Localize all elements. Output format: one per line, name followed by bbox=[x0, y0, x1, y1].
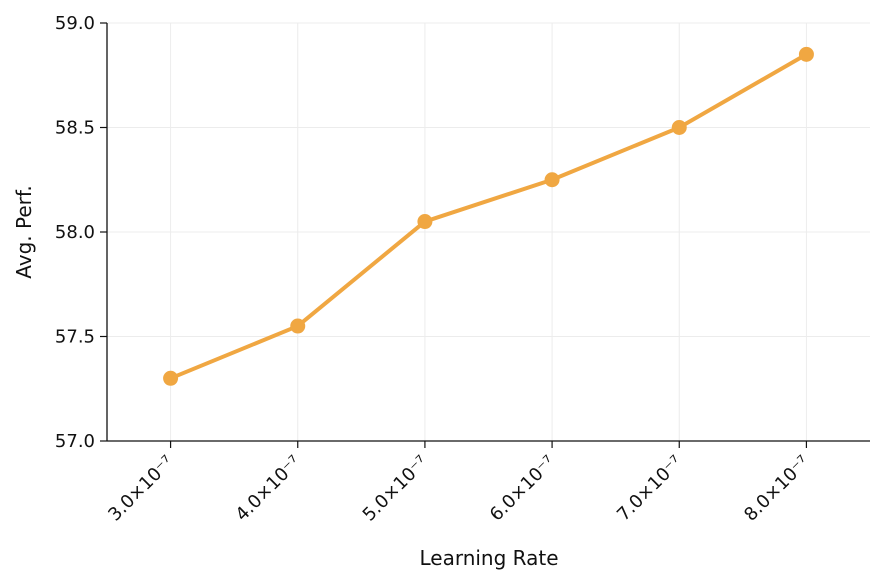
point bbox=[163, 370, 179, 386]
y-tick-label: 58.0 bbox=[55, 222, 95, 243]
x-tick-label: 4.0×10⁻⁷ bbox=[232, 452, 306, 526]
x-tick-label: 6.0×10⁻⁷ bbox=[486, 452, 560, 526]
line bbox=[169, 52, 808, 381]
x-tick-label: 5.0×10⁻⁷ bbox=[359, 452, 433, 526]
x-tick-label: 8.0×10⁻⁷ bbox=[740, 452, 814, 526]
y-tick-label: 57.0 bbox=[55, 431, 95, 452]
y-tick-label: 59.0 bbox=[55, 13, 95, 34]
y-axis-label: Avg. Perf. bbox=[12, 185, 36, 279]
y-tick-label: 58.5 bbox=[55, 118, 95, 139]
point bbox=[544, 172, 560, 188]
x-tick-label: 7.0×10⁻⁷ bbox=[613, 452, 687, 526]
x-tick-label: 3.0×10⁻⁷ bbox=[104, 452, 178, 526]
point bbox=[417, 214, 433, 230]
y-tick-label: 57.5 bbox=[55, 327, 95, 348]
point bbox=[671, 120, 687, 135]
x-axis-label: Learning Rate bbox=[419, 546, 558, 570]
point bbox=[798, 46, 814, 62]
point bbox=[290, 318, 306, 334]
